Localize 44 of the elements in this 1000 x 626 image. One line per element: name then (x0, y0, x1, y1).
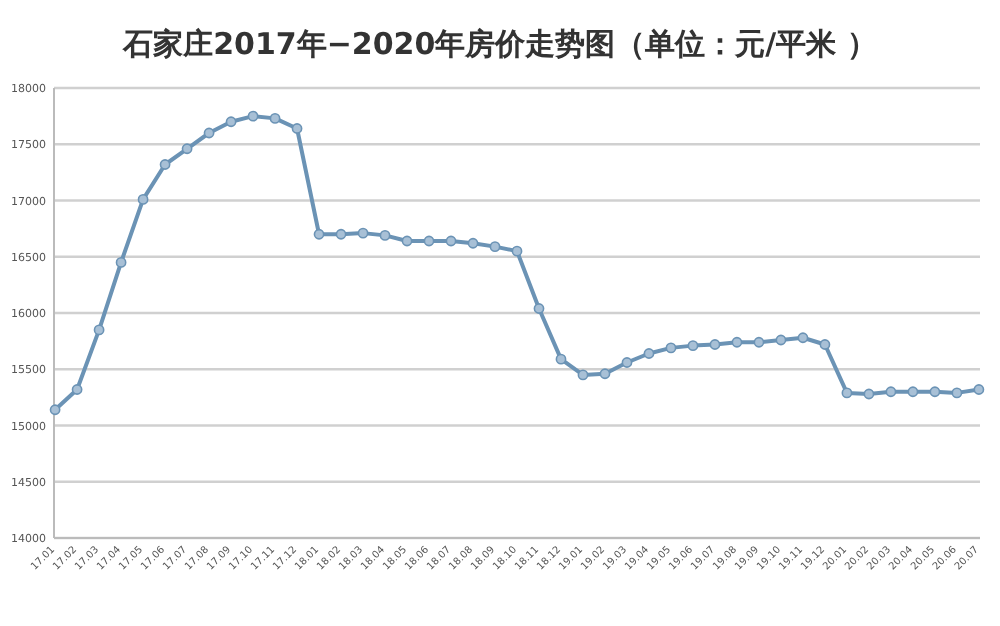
point (687, 340, 699, 352)
point (379, 229, 391, 241)
point (467, 237, 479, 249)
point (731, 336, 743, 348)
point (71, 384, 83, 395)
point (49, 404, 61, 416)
point (489, 241, 501, 253)
chart-title: 石家庄2017年−2020年房价走势图（单位：元/平米 ） (121, 26, 877, 62)
point (137, 193, 149, 205)
point (709, 339, 721, 350)
point (753, 336, 765, 348)
point (423, 235, 435, 247)
point (269, 112, 281, 124)
point (643, 348, 655, 359)
point (247, 110, 259, 122)
point (291, 123, 303, 134)
point (577, 369, 589, 381)
point (335, 228, 347, 240)
point (511, 245, 523, 257)
point (115, 256, 127, 268)
point (665, 342, 677, 354)
point (93, 324, 105, 336)
point (401, 235, 413, 247)
point (885, 386, 897, 398)
point (555, 353, 567, 365)
point (863, 388, 875, 400)
point (357, 227, 369, 239)
point (159, 159, 171, 170)
point (819, 339, 831, 350)
point (533, 303, 545, 314)
point (973, 384, 985, 395)
point (775, 334, 787, 346)
point (797, 332, 809, 344)
point (929, 386, 941, 398)
point (621, 357, 633, 368)
point (203, 127, 215, 139)
point (313, 228, 325, 240)
point (907, 386, 919, 398)
point (181, 143, 193, 155)
point (225, 116, 237, 128)
point (445, 235, 457, 247)
point (599, 368, 611, 380)
point (841, 387, 853, 399)
point (951, 387, 963, 399)
